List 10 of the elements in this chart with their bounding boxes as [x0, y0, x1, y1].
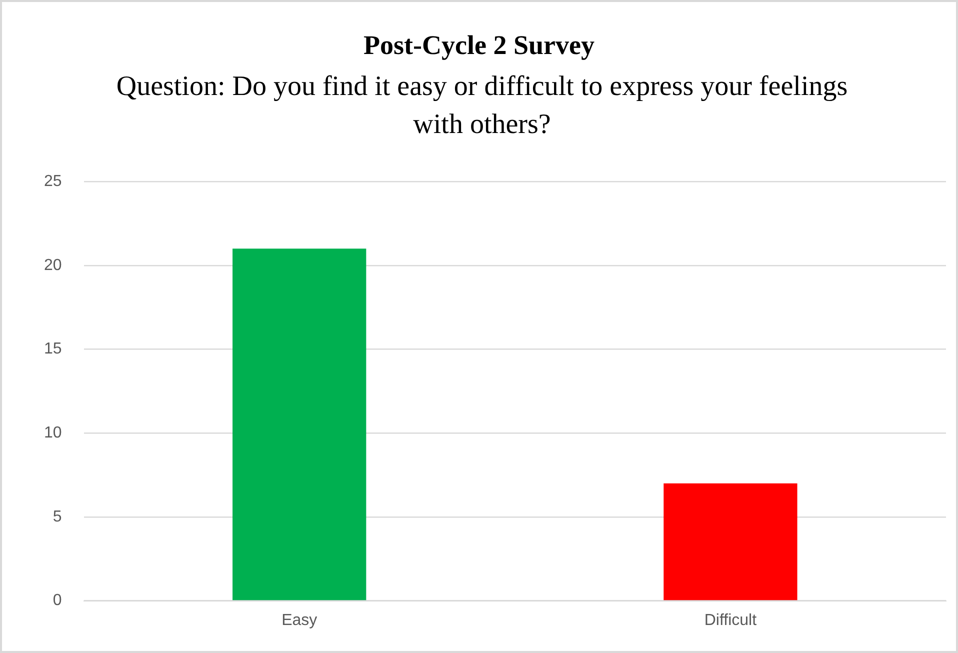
- y-tick-label: 20: [44, 256, 62, 274]
- y-tick-label: 5: [52, 508, 62, 526]
- chart-title: Post-Cycle 2 Survey: [362, 30, 596, 61]
- y-tick-label: 15: [44, 340, 62, 358]
- chart-subtitle: Question: Do you find it easy or difficult to express your feelings with others?: [115, 70, 849, 142]
- x-tick-label: Easy: [282, 612, 318, 629]
- y-tick-label: 10: [44, 424, 62, 442]
- y-tick-label: 0: [52, 592, 62, 610]
- x-tick-label: Difficult: [704, 612, 758, 629]
- y-tick-label: 25: [44, 173, 62, 190]
